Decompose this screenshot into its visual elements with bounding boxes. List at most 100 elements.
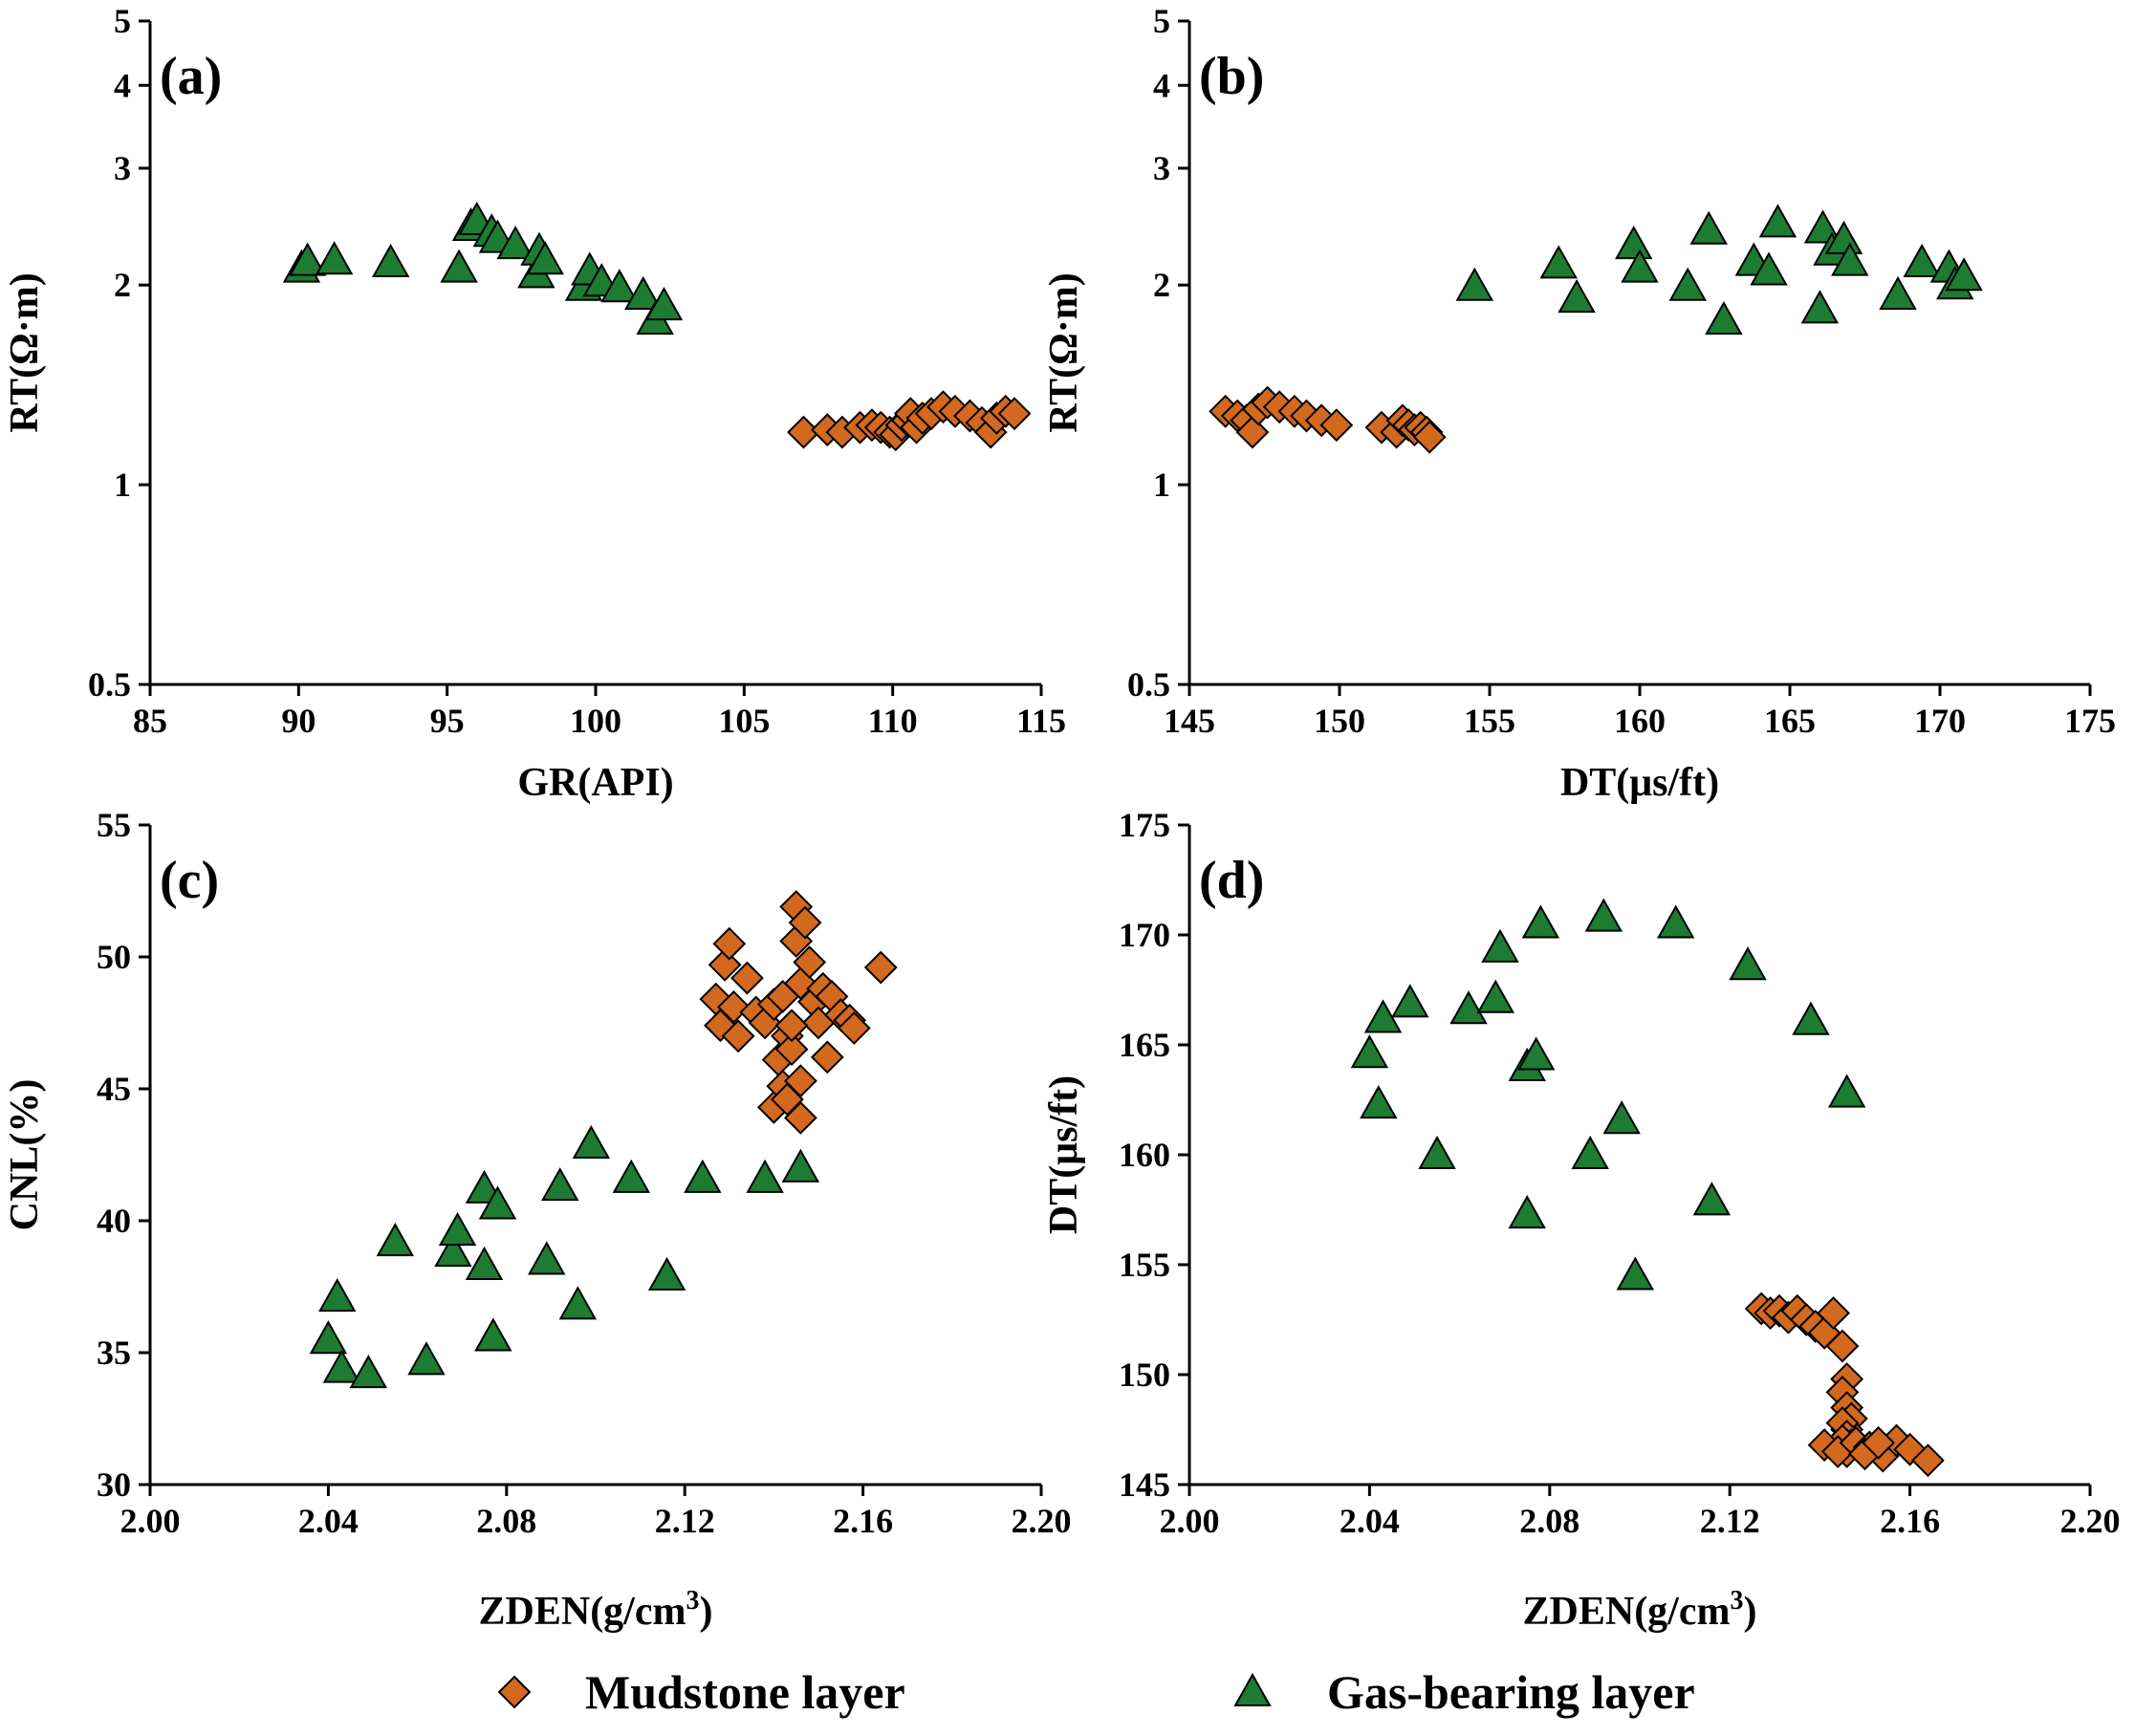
gas-bearing-point <box>1360 1085 1398 1119</box>
x-tick-label: 170 <box>1914 702 1966 740</box>
gas-bearing-point <box>1827 1074 1866 1108</box>
x-tick-label: 2.00 <box>120 1502 181 1540</box>
mudstone-point <box>1911 1443 1945 1478</box>
gas-bearing-point <box>1516 1036 1556 1071</box>
y-axis-title: RT(Ω·m) <box>3 272 47 432</box>
y-tick-label: 4 <box>1153 66 1170 104</box>
x-axis-title: ZDEN(g/cm3) <box>479 1586 713 1634</box>
gas-bearing-point <box>1621 249 1659 283</box>
gas-bearing-point <box>1476 979 1514 1013</box>
gas-bearing-point <box>1705 300 1743 336</box>
x-tick-label: 110 <box>868 702 918 740</box>
gas-bearing-point <box>1584 898 1623 932</box>
gas-bearing-point <box>440 249 478 283</box>
gas-bearing-point <box>474 1317 512 1352</box>
gas-bearing-point <box>1800 290 1840 324</box>
y-tick-label: 45 <box>97 1070 131 1108</box>
x-tick-label: 95 <box>430 702 465 740</box>
mudstone-point <box>793 945 827 979</box>
legend-mudstone-marker <box>497 1675 532 1709</box>
gas-bearing-point <box>434 1233 472 1268</box>
mudstone-point <box>1319 408 1354 443</box>
y-tick-label: 35 <box>97 1334 131 1372</box>
y-axis-title: CNL(%) <box>3 1079 47 1231</box>
y-tick-label: 1 <box>114 466 131 504</box>
y-tick-label: 145 <box>1119 1465 1170 1504</box>
gas-bearing-point <box>1758 204 1797 238</box>
gas-bearing-point <box>1508 1195 1546 1229</box>
panel-label: (d) <box>1199 851 1264 910</box>
y-tick-label: 160 <box>1119 1136 1170 1174</box>
mudstone-point <box>717 990 751 1024</box>
gas-bearing-point <box>1692 1182 1732 1216</box>
x-tick-label: 2.08 <box>1519 1502 1579 1540</box>
gas-bearing-point <box>1558 279 1596 314</box>
x-tick-label: 2.12 <box>1700 1502 1760 1540</box>
gas-bearing-point <box>309 1320 348 1355</box>
x-tick-label: 100 <box>570 702 621 740</box>
gas-bearing-point <box>647 1256 686 1291</box>
x-tick-label: 160 <box>1614 702 1666 740</box>
y-tick-label: 4 <box>114 66 131 104</box>
gas-bearing-point <box>1449 990 1488 1025</box>
gas-bearing-point <box>1521 904 1560 939</box>
y-tick-label: 40 <box>97 1202 131 1240</box>
mudstone-series <box>1744 1291 1945 1478</box>
gas-bearing-point <box>1539 245 1578 279</box>
y-tick-label: 155 <box>1119 1246 1170 1284</box>
gas-bearing-point <box>322 1349 361 1383</box>
x-tick-label: 90 <box>281 702 316 740</box>
panel-label: (a) <box>160 47 222 106</box>
x-tick-label: 2.12 <box>655 1502 715 1540</box>
gas-bearing-point <box>1602 1100 1641 1135</box>
y-tick-label: 55 <box>97 806 131 844</box>
legend-gas-bearing-label: Gas-bearing layer <box>1327 1665 1695 1719</box>
panel-label: (c) <box>160 851 219 910</box>
mudstone-point <box>712 926 747 961</box>
x-tick-label: 85 <box>133 702 167 740</box>
gas-bearing-point <box>1945 257 1983 292</box>
gas-bearing-point <box>1391 984 1429 1018</box>
gas-bearing-point <box>1656 904 1695 939</box>
x-tick-label: 165 <box>1764 702 1816 740</box>
gas-bearing-point <box>371 243 410 278</box>
x-tick-label: 2.00 <box>1160 1502 1220 1540</box>
gas-bearing-point <box>1903 243 1941 278</box>
x-tick-label: 115 <box>1016 702 1066 740</box>
legend-gas-bearing-marker <box>1233 1672 1272 1707</box>
x-tick-label: 2.20 <box>1012 1502 1072 1540</box>
y-tick-label: 3 <box>1153 149 1170 187</box>
gas-bearing-point <box>376 1223 415 1257</box>
gas-bearing-point <box>438 1211 477 1247</box>
gas-bearing-point <box>572 1124 611 1159</box>
gas-bearing-point <box>781 1148 820 1183</box>
mudstone-point <box>783 1064 817 1098</box>
y-tick-label: 5 <box>114 2 131 40</box>
panel-a: 85 90 95 100 105 110 115 0.5 1 2 3 4 5 (a) GR(API) RT(Ω… <box>3 2 1066 805</box>
y-axis-title: RT(Ω·m) <box>1042 272 1086 432</box>
y-tick-label: 150 <box>1119 1356 1170 1394</box>
gas-bearing-point <box>1363 999 1403 1033</box>
mudstone-point <box>774 1032 809 1067</box>
mudstone-series <box>787 390 1032 452</box>
y-tick-label: 30 <box>97 1465 131 1504</box>
y-axis-title: DT(μs/ft) <box>1042 1075 1086 1234</box>
mudstone-series <box>699 890 898 1135</box>
y-tick-label: 5 <box>1153 2 1170 40</box>
x-tick-label: 2.16 <box>833 1502 893 1540</box>
gas-bearing-point <box>558 1286 598 1320</box>
gas-bearing-point <box>1750 251 1788 286</box>
x-tick-label: 155 <box>1464 702 1515 740</box>
legend: Mudstone layer Gas-bearing layer <box>497 1665 1695 1719</box>
gas-bearing-point <box>288 242 327 276</box>
y-tick-label: 0.5 <box>1127 665 1170 704</box>
panel-d: 2.00 2.04 2.08 2.12 2.16 2.20 145 150 155 160 165 1… <box>1042 806 2121 1634</box>
x-tick-label: 2.16 <box>1880 1502 1940 1540</box>
mudstone-point <box>1412 420 1447 454</box>
x-tick-label: 145 <box>1164 702 1215 740</box>
mudstone-point <box>810 1040 844 1074</box>
gas-bearing-point <box>1792 1001 1830 1035</box>
x-tick-label: 2.04 <box>1340 1502 1400 1540</box>
y-tick-label: 0.5 <box>88 665 131 704</box>
